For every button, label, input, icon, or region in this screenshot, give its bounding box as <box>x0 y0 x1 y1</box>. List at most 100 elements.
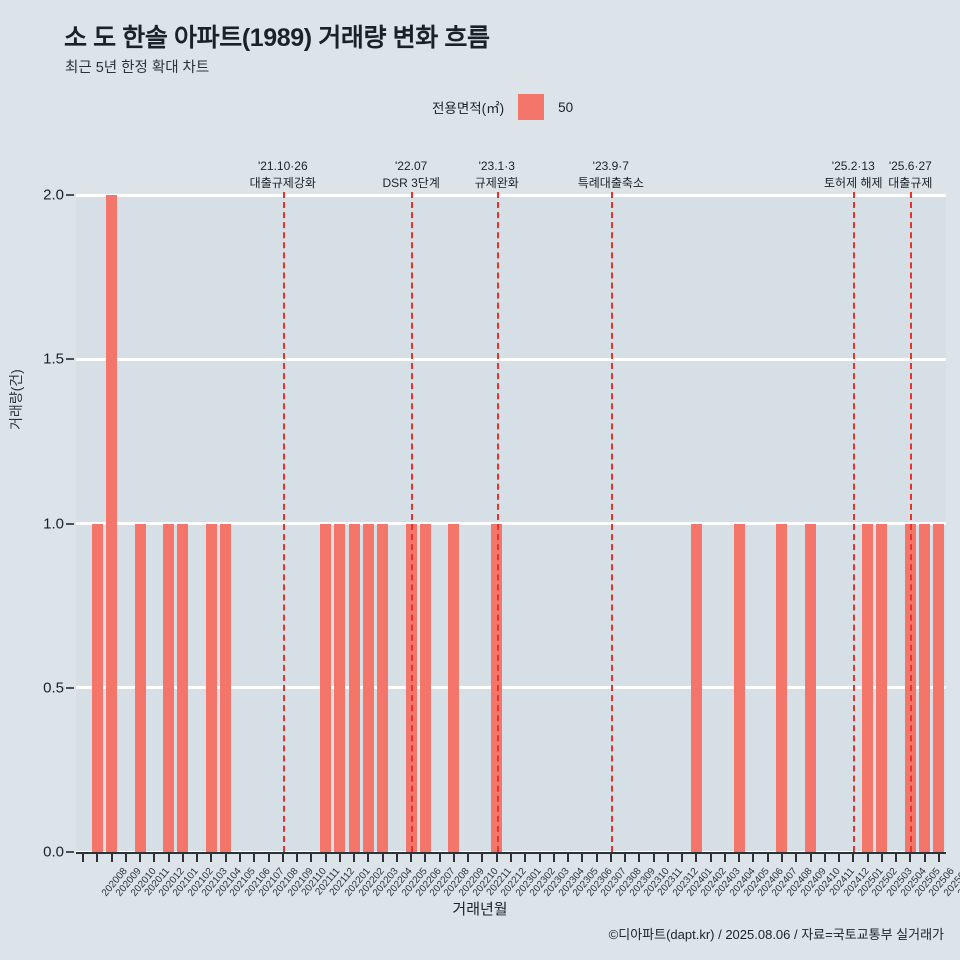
annotation-202309: '23.9·7 특례대출축소 <box>578 158 644 192</box>
page-title: 소 도 한솔 아파트(1989) 거래량 변화 흐름 <box>64 24 490 52</box>
bar-202105[interactable] <box>205 523 217 852</box>
x-tick-mark-202301 <box>495 854 498 862</box>
y-tick-label-2.0: 2.0 <box>43 186 64 204</box>
bar-202012[interactable] <box>134 523 146 852</box>
bar-202204[interactable] <box>362 523 374 852</box>
x-tick-mark-202503 <box>866 854 869 862</box>
x-tick-mark-202308 <box>595 854 598 862</box>
x-tick-mark-202309 <box>609 854 612 862</box>
bar-202503[interactable] <box>862 523 874 852</box>
bar-202411[interactable] <box>805 523 816 852</box>
x-tick-mark-202507 <box>923 854 926 862</box>
x-tick-mark-202212 <box>481 854 484 862</box>
x-axis-line <box>76 852 946 854</box>
bar-202010[interactable] <box>106 195 118 852</box>
x-tick-mark-202107 <box>239 854 242 862</box>
bar-202205[interactable] <box>377 523 389 852</box>
bar-202507[interactable] <box>919 523 931 852</box>
gridline-2.0 <box>76 193 946 197</box>
bar-202201[interactable] <box>320 523 332 852</box>
bar-202208[interactable] <box>419 523 431 852</box>
y-tick-label-0.0: 0.0 <box>43 843 64 861</box>
annotation-202506: '25.6·27 대출규제 <box>888 158 932 192</box>
x-tick-mark-202502 <box>852 854 855 862</box>
x-tick-mark-202104 <box>196 854 199 862</box>
x-tick-mark-202311 <box>638 854 641 862</box>
bar-202106[interactable] <box>220 523 232 852</box>
x-tick-mark-202403 <box>695 854 698 862</box>
annotation-date: '25.2·13 <box>831 159 875 173</box>
x-tick-mark-202102 <box>167 854 170 862</box>
bar-202504[interactable] <box>876 523 888 852</box>
bar-202406[interactable] <box>733 523 745 852</box>
x-tick-mark-202012 <box>139 854 142 862</box>
y-tick-mark-0.0 <box>66 851 74 853</box>
annotation-202301: '23.1·3 규제완화 <box>475 158 519 192</box>
annotation-date: '23.9·7 <box>592 159 629 173</box>
x-tick-mark-202408 <box>766 854 769 862</box>
x-tick-mark-202310 <box>624 854 627 862</box>
x-tick-mark-202505 <box>895 854 898 862</box>
bar-202508[interactable] <box>933 523 945 852</box>
annotation-date: '22.07 <box>394 159 428 173</box>
bar-202203[interactable] <box>348 523 360 852</box>
x-tick-mark-202412 <box>823 854 826 862</box>
chart-legend: 전용면적(㎡) 50 <box>432 94 573 120</box>
bar-202102[interactable] <box>163 523 175 852</box>
x-tick-mark-202302 <box>510 854 512 862</box>
annotation-202110: '21.10·26 대출규제강화 <box>250 158 316 192</box>
event-line-202301 <box>496 192 499 852</box>
event-line-202502 <box>853 192 856 852</box>
annotation-text: 대출규제강화 <box>249 176 316 190</box>
x-tick-mark-202304 <box>538 854 541 862</box>
bar-202009[interactable] <box>91 523 103 852</box>
annotation-text: 특례대출축소 <box>577 176 644 190</box>
x-tick-mark-202111 <box>296 854 299 862</box>
x-tick-mark-202402 <box>681 854 684 862</box>
x-tick-mark-202110 <box>281 854 284 862</box>
x-tick-mark-202207 <box>410 854 413 862</box>
x-tick-mark-202205 <box>381 854 384 862</box>
legend-color-swatch <box>518 94 545 120</box>
x-tick-mark-202109 <box>267 854 270 862</box>
annotation-text: 규제완화 <box>474 176 519 190</box>
x-tick-mark-202303 <box>524 854 527 862</box>
x-tick-mark-202211 <box>467 854 470 862</box>
x-tick-mark-202106 <box>224 854 227 862</box>
x-tick-mark-202112 <box>310 854 313 862</box>
x-tick-mark-202101 <box>153 854 156 862</box>
x-tick-mark-202105 <box>210 854 213 862</box>
x-tick-mark-202409 <box>780 854 783 862</box>
x-tick-mark-202010 <box>110 854 113 862</box>
x-tick-mark-202405 <box>723 854 726 862</box>
bar-202403[interactable] <box>690 523 702 852</box>
annotation-date: '23.1·3 <box>478 159 515 173</box>
x-tick-mark-202108 <box>253 854 256 862</box>
y-tick-label-1.0: 1.0 <box>43 515 64 532</box>
gridline-1.0 <box>76 522 946 525</box>
annotation-text: 대출규제 <box>888 176 933 190</box>
y-axis-title: 거래량(건) <box>8 369 24 430</box>
x-tick-mark-202103 <box>181 854 184 862</box>
x-tick-mark-202208 <box>424 854 427 862</box>
y-tick-label-0.5: 0.5 <box>43 679 64 697</box>
footer-credit: ©디아파트(dapt.kr) / 2025.08.06 / 자료=국토교통부 실… <box>608 927 944 942</box>
x-tick-mark-202401 <box>666 854 669 862</box>
x-tick-mark-202203 <box>353 854 356 862</box>
annotation-202207: '22.07 DSR 3단계 <box>382 158 439 192</box>
bar-202210[interactable] <box>448 523 460 852</box>
x-tick-mark-202011 <box>124 854 127 862</box>
y-tick-mark-1.0 <box>66 522 74 525</box>
bar-202202[interactable] <box>334 523 346 852</box>
legend-title: 전용면적(㎡) <box>432 101 505 116</box>
x-tick-mark-202202 <box>338 854 341 862</box>
x-axis-title: 거래년월 <box>452 901 508 918</box>
bar-202103[interactable] <box>177 523 189 852</box>
annotation-text: DSR 3단계 <box>382 176 440 190</box>
x-tick-mark-202312 <box>652 854 655 862</box>
bar-202409[interactable] <box>776 523 788 852</box>
plot-area <box>76 192 946 854</box>
y-tick-mark-2.0 <box>66 194 74 196</box>
x-tick-mark-202204 <box>367 854 370 862</box>
